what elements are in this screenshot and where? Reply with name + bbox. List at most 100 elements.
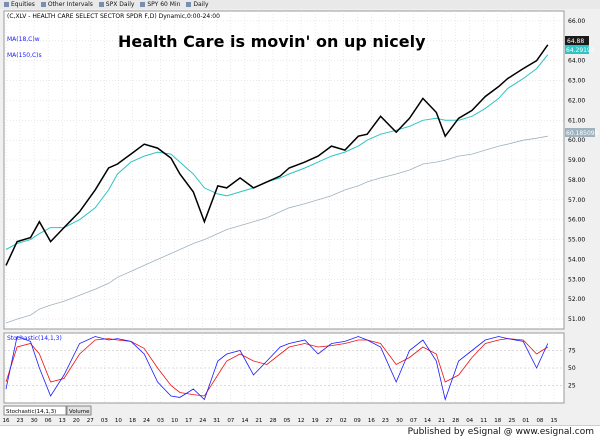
day-tick-label: 09 — [354, 418, 361, 424]
day-tick-label: 20 — [73, 418, 80, 424]
toolbar-other-intervals-label: Other Intervals — [47, 1, 93, 8]
toolbar-other-intervals[interactable]: Other Intervals — [40, 0, 93, 9]
footer: Published by eSignal @ www.esignal.com — [0, 425, 600, 440]
toolbar-daily[interactable]: Daily — [186, 0, 209, 9]
day-tick-label: 11 — [480, 418, 487, 424]
tab-volume[interactable] — [66, 405, 92, 416]
day-tick-label: 04 — [466, 418, 473, 424]
day-tick-label: 16 — [368, 418, 375, 424]
day-tick-label: 16 — [3, 418, 10, 424]
spy-icon — [140, 2, 146, 7]
day-tick-label: 08 — [536, 418, 543, 424]
stochastic-label: Stochastic(14,1,3) — [7, 335, 62, 342]
stochastic-axis: 75 50 25 — [568, 348, 576, 390]
day-tick-label: 21 — [255, 418, 262, 424]
ma150-line — [5, 135, 548, 324]
last-price-tag — [565, 36, 589, 45]
price-tick-label: 55.00 — [568, 237, 585, 244]
spx-icon — [98, 2, 104, 7]
price-tick-label: 58.00 — [568, 177, 585, 184]
equities-icon — [4, 2, 9, 7]
tab-stochastic[interactable] — [3, 405, 67, 416]
price-tick-label: 56.00 — [568, 217, 585, 224]
day-tick-label: 30 — [396, 418, 403, 424]
day-tick-label: 02 — [340, 418, 347, 424]
stochastic-tick-label: 50 — [568, 365, 576, 372]
day-tick-label: 31 — [213, 418, 220, 424]
ma150-value-tag — [565, 128, 595, 137]
price-tick-label: 54.00 — [568, 256, 585, 263]
day-tick-label: 15 — [551, 418, 558, 424]
ma18-value: 64.29193 — [566, 47, 595, 54]
toolbar-equities[interactable]: Equities — [4, 0, 35, 9]
tab-stochastic-label: Stochastic(14,1,3) — [6, 409, 56, 415]
day-tick-label: 28 — [452, 418, 459, 424]
day-tick-label: 06 — [45, 418, 52, 424]
price-tick-label: 51.00 — [568, 316, 585, 323]
price-line — [5, 44, 549, 266]
price-tick-label: 59.00 — [568, 157, 585, 164]
toolbar-daily-label: Daily — [193, 1, 209, 8]
symbol-line: (C,XLV - HEALTH CARE SELECT SECTOR SPDR … — [7, 13, 220, 20]
stochastic-reference-lines — [4, 350, 564, 386]
day-tick-label: 10 — [171, 418, 178, 424]
price-pane — [3, 10, 565, 330]
day-tick-label: 01 — [522, 418, 529, 424]
published-by: Published by eSignal @ www.esignal.com — [407, 427, 594, 437]
ma18-value-tag — [565, 45, 589, 54]
ma18-label: MA(18,C)w — [7, 36, 40, 43]
stochastic-tick-label: 75 — [568, 348, 576, 355]
day-tick-label: 07 — [410, 418, 417, 424]
day-tick-label: 24 — [143, 418, 150, 424]
price-tick-label: 62.00 — [568, 97, 585, 104]
day-tick-label: 24 — [199, 418, 206, 424]
day-tick-label: 28 — [269, 418, 276, 424]
last-price-value: 64.88 — [567, 38, 584, 45]
day-tick-label: 18 — [129, 418, 136, 424]
toolbar-equities-label: Equities — [11, 1, 35, 8]
day-tick-label: 07 — [227, 418, 234, 424]
price-chart[interactable]: 66.0065.0064.0063.0062.0061.0060.0059.00… — [0, 9, 600, 425]
intervals-icon — [40, 2, 46, 7]
toolbar-spx-daily[interactable]: SPX Daily — [98, 0, 135, 9]
price-tick-label: 53.00 — [568, 276, 585, 283]
toolbar-spy-60[interactable]: SPY 60 Min — [140, 0, 180, 9]
indicator-tabs: Stochastic(14,1,3) Volume — [3, 405, 92, 416]
price-tick-label: 63.00 — [568, 78, 585, 85]
stochastic-tick-label: 25 — [568, 383, 576, 390]
day-tick-label: 23 — [382, 418, 389, 424]
chart-annotation: Health Care is movin' on up nicely — [118, 32, 426, 51]
day-tick-label: 18 — [494, 418, 501, 424]
stochastic-k-line — [5, 335, 549, 401]
day-tick-label: 27 — [87, 418, 94, 424]
day-tick-label: 13 — [59, 418, 66, 424]
stochastic-d-line — [5, 338, 549, 397]
day-tick-label: 30 — [31, 418, 38, 424]
day-tick-label: 19 — [312, 418, 319, 424]
day-tick-label: 17 — [185, 418, 192, 424]
price-tick-label: 66.00 — [568, 18, 585, 25]
day-tick-label: 05 — [284, 418, 291, 424]
tab-volume-label: Volume — [69, 409, 90, 415]
day-tick-label: 27 — [326, 418, 333, 424]
day-tick-label: 10 — [115, 418, 122, 424]
toolbar-spy-60-label: SPY 60 Min — [147, 1, 181, 8]
x-axis: 16 23 30 06 13 20 27 03 10 18 24 03 10 17 24 31 07 14 21 28… — [3, 418, 558, 424]
day-tick-label: 21 — [438, 418, 445, 424]
daily-icon — [186, 2, 192, 7]
price-tick-label: 52.00 — [568, 296, 585, 303]
ma150-label: MA(150,C)s — [7, 52, 42, 59]
day-tick-label: 23 — [17, 418, 24, 424]
day-tick-label: 14 — [241, 418, 248, 424]
day-tick-label: 03 — [101, 418, 108, 424]
price-tick-label: 61.00 — [568, 117, 585, 124]
ma150-value: 60.185099 — [566, 130, 599, 137]
grid — [4, 11, 564, 403]
day-tick-label: 14 — [424, 418, 431, 424]
price-tick-label: 64.00 — [568, 58, 585, 65]
toolbar-spx-daily-label: SPX Daily — [105, 1, 135, 8]
day-tick-label: 12 — [298, 418, 305, 424]
day-tick-label: 03 — [157, 418, 164, 424]
day-tick-label: 25 — [508, 418, 515, 424]
